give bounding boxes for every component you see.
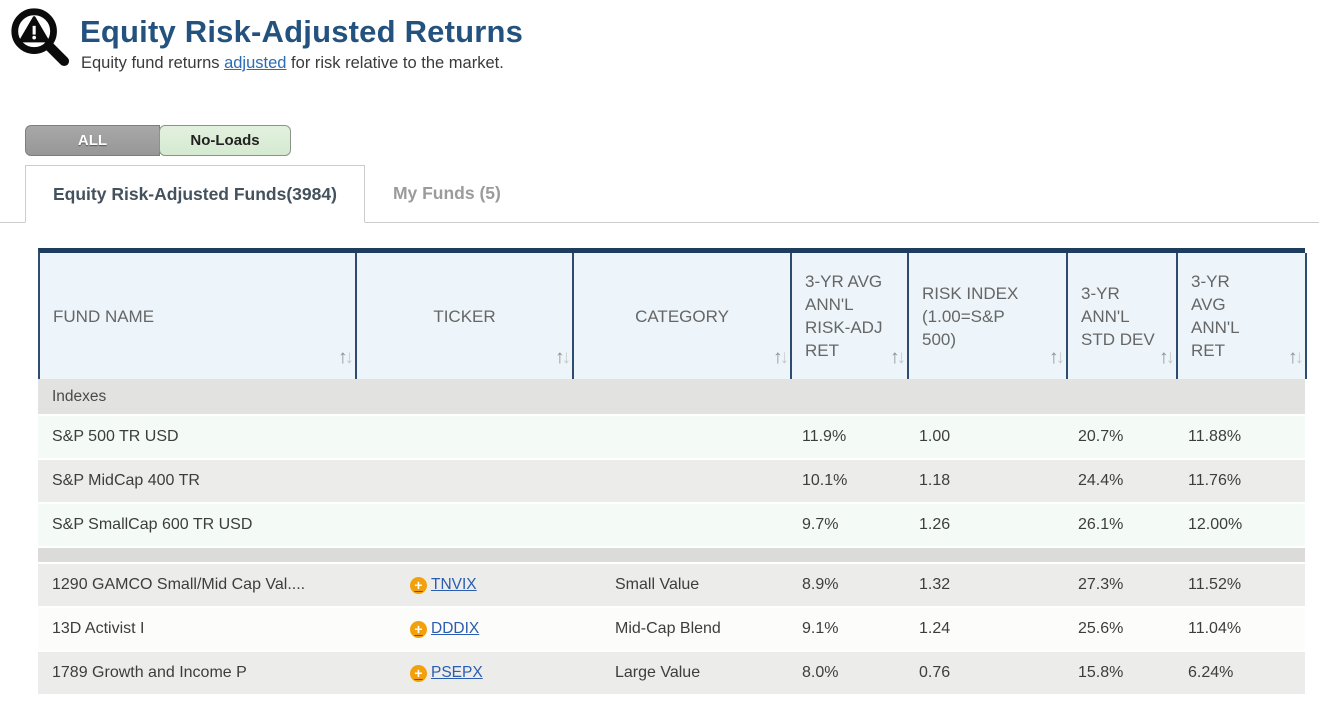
risk-index-cell: 1.32 xyxy=(919,576,951,593)
tab-equity-risk-adjusted-funds[interactable]: Equity Risk-Adjusted Funds(3984) xyxy=(25,165,365,223)
category-cell xyxy=(572,460,790,502)
risk-index-cell: 1.18 xyxy=(919,472,951,489)
fund-name-cell: 13D Activist I xyxy=(52,620,145,637)
table-row: S&P MidCap 400 TR 10.1% 1.18 24.4% 11.76… xyxy=(38,460,1305,504)
ticker-cell: + TNVIX xyxy=(355,564,572,606)
risk-adj-ret-cell: 8.9% xyxy=(802,576,839,593)
std-dev-cell: 26.1% xyxy=(1078,516,1124,533)
fund-name-cell: 1789 Growth and Income P xyxy=(52,664,247,681)
sort-icon[interactable]: ↑↓ xyxy=(1049,347,1065,368)
avg-ret-cell: 12.00% xyxy=(1188,516,1243,533)
group-row-indexes: Indexes xyxy=(38,379,1305,416)
sort-icon[interactable]: ↑↓ xyxy=(338,347,354,368)
add-icon[interactable]: + xyxy=(410,664,427,682)
ticker-cell xyxy=(355,460,572,502)
table-row: 1789 Growth and Income P + PSEPX Large Va… xyxy=(38,652,1305,696)
avg-ret-cell: 11.52% xyxy=(1188,576,1242,593)
ticker-link[interactable]: + TNVIX xyxy=(410,576,477,594)
ticker-link[interactable]: + DDDIX xyxy=(410,620,479,638)
avg-ret-cell: 11.76% xyxy=(1188,472,1242,489)
sort-icon[interactable]: ↑↓ xyxy=(555,347,571,368)
std-dev-cell: 15.8% xyxy=(1078,664,1124,681)
category-cell xyxy=(572,416,790,458)
all-button[interactable]: ALL xyxy=(25,125,160,156)
sort-icon[interactable]: ↑↓ xyxy=(1159,347,1175,368)
ticker-cell xyxy=(355,504,572,546)
column-header-fund-name[interactable]: FUND NAME ↑↓ xyxy=(40,253,357,379)
table-row: 1290 GAMCO Small/Mid Cap Val.... + TNVIX … xyxy=(38,564,1305,608)
sort-icon[interactable]: ↑↓ xyxy=(1288,347,1304,368)
fund-name-cell: 1290 GAMCO Small/Mid Cap Val.... xyxy=(52,576,306,593)
no-loads-button[interactable]: No-Loads xyxy=(159,125,291,156)
risk-adj-ret-cell: 8.0% xyxy=(802,664,839,681)
subtitle-text-prefix: Equity fund returns xyxy=(81,54,225,72)
std-dev-cell: 27.3% xyxy=(1078,576,1124,593)
risk-index-cell: 1.24 xyxy=(919,620,951,637)
column-header-ticker[interactable]: TICKER ↑↓ xyxy=(357,253,574,379)
category-cell: Mid-Cap Blend xyxy=(615,620,721,637)
category-cell: Large Value xyxy=(615,664,701,681)
ticker-cell: + PSEPX xyxy=(355,652,572,694)
risk-index-cell: 1.00 xyxy=(919,428,951,445)
risk-adj-ret-cell: 10.1% xyxy=(802,472,848,489)
ticker-cell: + DDDIX xyxy=(355,608,572,650)
risk-index-cell: 0.76 xyxy=(919,664,951,681)
ticker-cell xyxy=(355,416,572,458)
risk-adj-ret-cell: 11.9% xyxy=(802,428,847,445)
adjusted-link[interactable]: adjusted xyxy=(224,54,287,72)
fund-name-cell: S&P 500 TR USD xyxy=(52,428,179,445)
fund-name-cell: S&P SmallCap 600 TR USD xyxy=(52,516,253,533)
avg-ret-cell: 6.24% xyxy=(1188,664,1234,681)
magnifier-warning-icon xyxy=(11,8,70,67)
avg-ret-cell: 11.04% xyxy=(1188,620,1242,637)
category-cell: Small Value xyxy=(615,576,700,593)
std-dev-cell: 20.7% xyxy=(1078,428,1124,445)
add-icon[interactable]: + xyxy=(410,620,427,638)
risk-adj-ret-cell: 9.7% xyxy=(802,516,839,533)
page-header: Equity Risk-Adjusted Returns Equity fund… xyxy=(0,0,1319,73)
add-icon[interactable]: + xyxy=(410,576,427,594)
fund-name-cell: S&P MidCap 400 TR xyxy=(52,472,200,489)
std-dev-cell: 24.4% xyxy=(1078,472,1124,489)
funds-table: FUND NAME ↑↓ TICKER ↑↓ CATEGORY ↑↓ 3-YR … xyxy=(38,248,1307,696)
category-cell xyxy=(572,504,790,546)
column-header-avg-ret[interactable]: 3-YR AVG ANN'L RET ↑↓ xyxy=(1178,253,1307,379)
avg-ret-cell: 11.88% xyxy=(1188,428,1242,445)
column-header-risk-index[interactable]: RISK INDEX (1.00=S&P 500) ↑↓ xyxy=(909,253,1068,379)
ticker-link[interactable]: + PSEPX xyxy=(410,664,483,682)
table-row: 13D Activist I + DDDIX Mid-Cap Blend 9.1%… xyxy=(38,608,1305,652)
column-header-std-dev[interactable]: 3-YR ANN'L STD DEV ↑↓ xyxy=(1068,253,1178,379)
section-divider xyxy=(38,548,1305,564)
table-row: S&P 500 TR USD 11.9% 1.00 20.7% 11.88% xyxy=(38,416,1305,460)
column-header-category[interactable]: CATEGORY ↑↓ xyxy=(574,253,792,379)
risk-adj-ret-cell: 9.1% xyxy=(802,620,839,637)
subtitle-text-suffix: for risk relative to the market. xyxy=(286,54,504,72)
table-header-row: FUND NAME ↑↓ TICKER ↑↓ CATEGORY ↑↓ 3-YR … xyxy=(38,248,1307,379)
std-dev-cell: 25.6% xyxy=(1078,620,1124,637)
table-row: S&P SmallCap 600 TR USD 9.7% 1.26 26.1% … xyxy=(38,504,1305,548)
load-filter-toggle: ALL No-Loads xyxy=(25,125,1319,156)
page-title: Equity Risk-Adjusted Returns xyxy=(80,14,524,49)
tab-bar: Equity Risk-Adjusted Funds(3984) My Fund… xyxy=(0,165,1319,223)
tab-my-funds[interactable]: My Funds (5) xyxy=(392,183,501,203)
sort-icon[interactable]: ↑↓ xyxy=(890,347,906,368)
sort-icon[interactable]: ↑↓ xyxy=(773,347,789,368)
risk-index-cell: 1.26 xyxy=(919,516,951,533)
column-header-risk-adj-ret[interactable]: 3-YR AVG ANN'L RISK-ADJ RET ↑↓ xyxy=(792,253,909,379)
page-subtitle: Equity fund returns adjusted for risk re… xyxy=(81,54,1319,73)
